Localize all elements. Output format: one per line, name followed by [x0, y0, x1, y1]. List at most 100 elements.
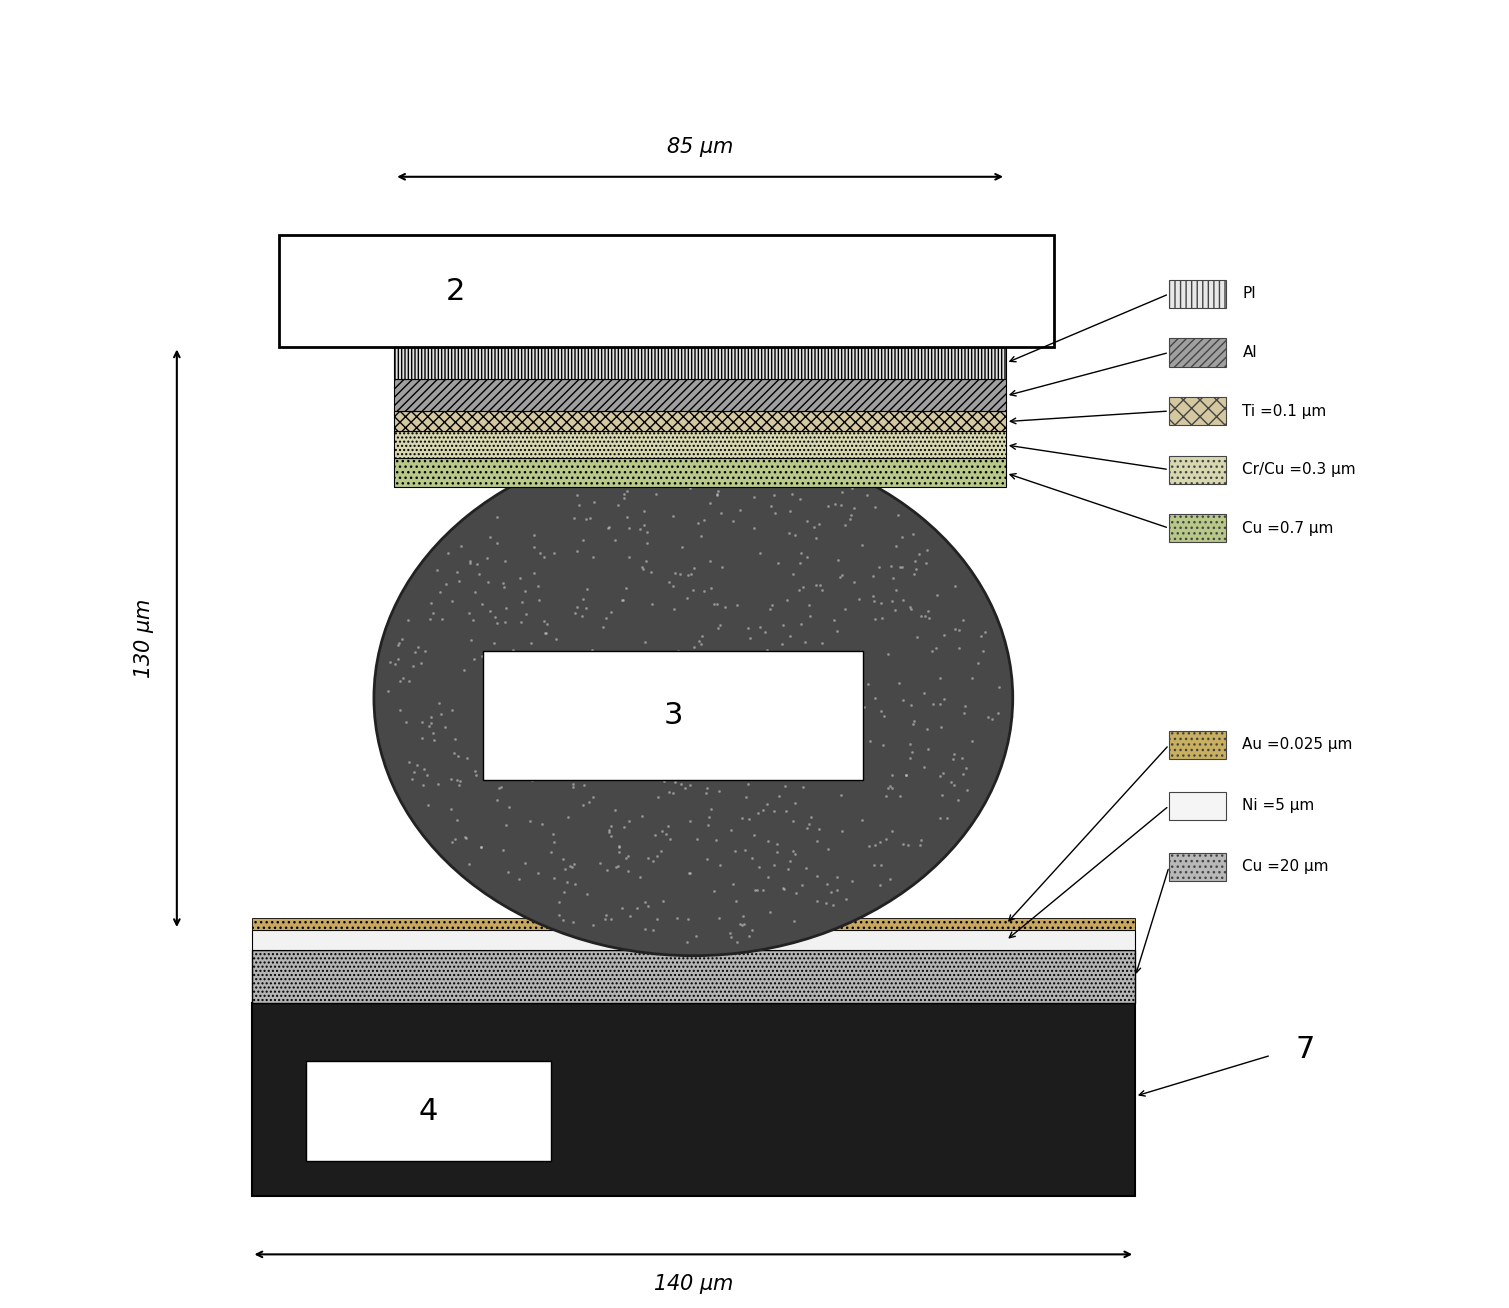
Point	[862, 586, 886, 607]
Bar	[1169, 731, 1227, 759]
Point	[401, 655, 426, 676]
Point	[548, 904, 572, 925]
Point	[441, 700, 465, 721]
Point	[578, 508, 602, 528]
Point	[742, 518, 767, 539]
Point	[742, 880, 767, 901]
Point	[439, 769, 463, 790]
Point	[756, 866, 780, 887]
Point	[471, 593, 495, 613]
Point	[795, 510, 819, 531]
Text: Al: Al	[1242, 345, 1257, 360]
Point	[662, 772, 687, 793]
Point	[794, 693, 818, 714]
Point	[939, 770, 963, 791]
Text: Cu =20 μm: Cu =20 μm	[1242, 859, 1329, 874]
Point	[542, 867, 566, 888]
Point	[656, 572, 681, 593]
Point	[880, 778, 904, 799]
Point	[824, 879, 848, 900]
Point	[794, 693, 818, 714]
Point	[515, 604, 539, 625]
Point	[614, 848, 638, 869]
Point	[426, 773, 450, 794]
Point	[454, 828, 478, 849]
Point	[874, 828, 898, 849]
Point	[782, 562, 806, 583]
Point	[791, 777, 815, 798]
Point	[549, 475, 573, 496]
Point	[946, 620, 970, 641]
Point	[697, 681, 721, 702]
Point	[694, 778, 718, 799]
Point	[501, 640, 525, 661]
Point	[412, 759, 436, 780]
Point	[644, 484, 668, 505]
Point	[418, 593, 442, 613]
Point	[730, 755, 754, 776]
Point	[650, 891, 675, 912]
Point	[439, 769, 463, 790]
Point	[863, 835, 887, 855]
Point	[487, 778, 512, 799]
Point	[878, 555, 902, 576]
Point	[474, 752, 498, 773]
Point	[862, 590, 886, 611]
Point	[889, 786, 913, 807]
Point	[507, 869, 531, 889]
Point	[492, 612, 516, 633]
Point	[418, 706, 442, 727]
Point	[581, 786, 605, 807]
Point	[604, 462, 628, 483]
Point	[638, 561, 662, 582]
Point	[622, 704, 646, 725]
Point	[682, 687, 706, 708]
Point	[750, 879, 774, 900]
Point	[810, 683, 834, 704]
Point	[495, 702, 519, 723]
Bar	[483, 651, 863, 780]
Point	[815, 730, 839, 751]
Point	[981, 709, 1005, 730]
Point	[617, 811, 641, 832]
Point	[418, 715, 442, 736]
Point	[830, 564, 854, 585]
Point	[834, 889, 859, 910]
Point	[730, 914, 754, 935]
Point	[496, 653, 521, 674]
Point	[395, 610, 420, 630]
Point	[400, 768, 424, 789]
Point	[576, 791, 601, 812]
Point	[899, 742, 924, 763]
Point	[442, 743, 466, 764]
Point	[469, 836, 493, 857]
Point	[561, 854, 585, 875]
Point	[644, 751, 668, 772]
Point	[943, 576, 967, 596]
Point	[777, 523, 801, 544]
Point	[481, 681, 506, 702]
Point	[661, 671, 685, 692]
Point	[447, 774, 471, 795]
Point	[920, 640, 945, 661]
Point	[718, 926, 742, 947]
Bar	[394, 411, 1007, 430]
Point	[699, 722, 723, 743]
Point	[699, 493, 723, 514]
Point	[841, 760, 865, 781]
Point	[670, 447, 694, 468]
Point	[589, 671, 613, 692]
Point	[487, 778, 512, 799]
Point	[714, 749, 738, 770]
Point	[595, 607, 619, 628]
Point	[628, 518, 652, 539]
Point	[806, 865, 830, 886]
Point	[738, 926, 762, 947]
Point	[564, 484, 589, 505]
Point	[439, 590, 463, 611]
Point	[604, 857, 628, 878]
Point	[742, 825, 767, 846]
Point	[675, 589, 699, 610]
Point	[592, 700, 616, 721]
Point	[629, 806, 653, 827]
